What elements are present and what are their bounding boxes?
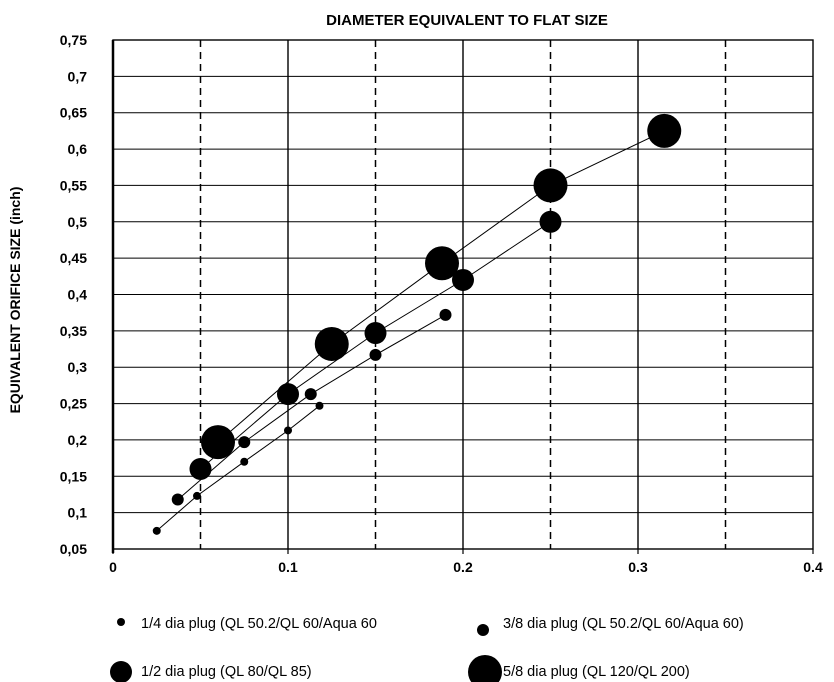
data-point-series-2 (171, 493, 184, 506)
data-point-series-2 (238, 436, 251, 449)
y-tick-label: 0,55 (60, 177, 87, 193)
data-point-series-1 (152, 526, 161, 535)
x-tick-label: 0 (109, 559, 117, 575)
data-point-series-4 (314, 326, 349, 361)
legend-marker-2 (477, 624, 489, 636)
data-point-series-3 (452, 268, 474, 291)
legend-label-1: 1/4 dia plug (QL 50.2/QL 60/Aqua 60 (141, 616, 377, 632)
data-point-series-2 (439, 308, 452, 321)
legend-item-4: 5/8 dia plug (QL 120/QL 200) (468, 655, 690, 682)
y-axis-label: EQUIVALENT ORIFICE SIZE (inch) (7, 187, 23, 414)
legend-label-4: 5/8 dia plug (QL 120/QL 200) (503, 664, 690, 680)
legend-item-3: 1/2 dia plug (QL 80/QL 85) (110, 661, 312, 682)
y-tick-label: 0,25 (60, 396, 87, 412)
data-point-series-3 (277, 383, 299, 406)
data-point-series-4 (425, 246, 459, 281)
legend-marker-1 (117, 618, 125, 626)
chart-title: DIAMETER EQUIVALENT TO FLAT SIZE (326, 12, 608, 29)
data-point-series-1 (315, 401, 324, 410)
data-point-series-1 (240, 457, 249, 466)
tick-labels: 0 0.1 0.2 0.3 0.4 0,05 0,1 0,15 0,2 0,25 0,3 0,35 0,… (60, 32, 823, 575)
y-tick-label: 0,3 (68, 359, 88, 375)
y-tick-label: 0,35 (60, 323, 87, 339)
y-tick-label: 0,6 (68, 141, 88, 157)
data-point-series-4 (201, 425, 235, 460)
x-tick-label: 0.4 (803, 559, 823, 575)
y-tick-label: 0,15 (60, 468, 87, 484)
y-tick-label: 0,7 (68, 68, 88, 84)
data-point-series-2 (304, 388, 317, 401)
data-point-series-3 (189, 458, 212, 481)
x-tick-label: 0.1 (278, 559, 298, 575)
data-point-series-1 (284, 426, 292, 435)
y-tick-label: 0,65 (60, 105, 87, 121)
y-tick-label: 0,5 (68, 214, 88, 230)
data-point-series-4 (533, 168, 568, 203)
legend-marker-3 (110, 661, 132, 682)
legend-label-3: 1/2 dia plug (QL 80/QL 85) (141, 664, 312, 680)
y-tick-label: 0,05 (60, 541, 87, 557)
legend: 1/4 dia plug (QL 50.2/QL 60/Aqua 60 3/8 d… (110, 616, 744, 682)
y-tick-label: 0,2 (68, 432, 88, 448)
x-tick-label: 0.2 (453, 559, 473, 575)
y-tick-label: 0,45 (60, 250, 87, 266)
data-point-series-4 (647, 113, 682, 148)
data-point-series-2 (369, 348, 382, 361)
y-tick-label: 0,4 (68, 287, 88, 303)
y-tick-label: 0,1 (68, 505, 88, 521)
grid (111, 39, 814, 553)
data-point-series-1 (193, 491, 201, 500)
legend-item-2: 3/8 dia plug (QL 50.2/QL 60/Aqua 60) (477, 616, 744, 636)
legend-item-1: 1/4 dia plug (QL 50.2/QL 60/Aqua 60 (117, 616, 377, 632)
x-tick-label: 0.3 (628, 559, 648, 575)
y-tick-label: 0,75 (60, 32, 87, 48)
data-points (152, 113, 682, 535)
data-point-series-3 (539, 210, 562, 233)
legend-label-2: 3/8 dia plug (QL 50.2/QL 60/Aqua 60) (503, 616, 744, 632)
data-point-series-3 (364, 322, 387, 345)
legend-marker-4 (468, 655, 502, 682)
